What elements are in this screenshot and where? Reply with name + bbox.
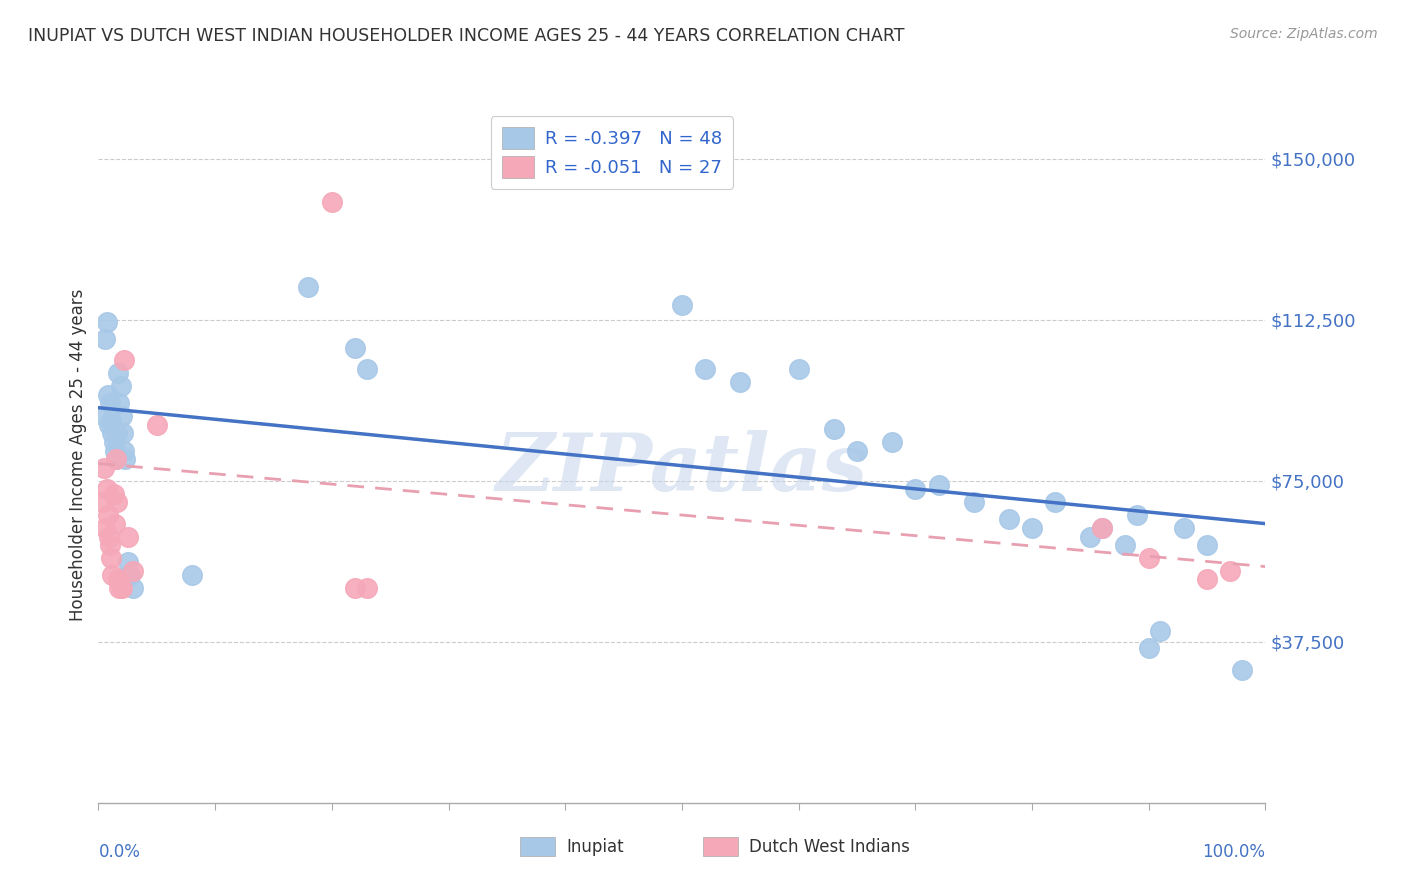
Point <box>107 367 129 381</box>
Point <box>1126 508 1149 522</box>
Text: Inupiat: Inupiat <box>567 838 624 855</box>
Text: 0.0%: 0.0% <box>98 843 141 861</box>
Point <box>1230 663 1253 677</box>
Point <box>1219 564 1241 578</box>
Point <box>97 417 120 432</box>
Point <box>1137 551 1160 566</box>
Point <box>122 581 145 595</box>
Point <box>98 538 121 552</box>
Text: INUPIAT VS DUTCH WEST INDIAN HOUSEHOLDER INCOME AGES 25 - 44 YEARS CORRELATION C: INUPIAT VS DUTCH WEST INDIAN HOUSEHOLDER… <box>28 27 904 45</box>
Point <box>117 529 139 543</box>
Point <box>695 362 717 376</box>
Text: ZIPatlas: ZIPatlas <box>496 430 868 508</box>
Point <box>111 581 134 595</box>
Point <box>104 443 127 458</box>
Point <box>122 564 145 578</box>
Point <box>297 280 319 294</box>
Point <box>96 315 118 329</box>
Point <box>104 452 127 467</box>
Point <box>823 422 845 436</box>
Point <box>108 581 131 595</box>
Point <box>904 483 927 497</box>
Legend: R = -0.397   N = 48, R = -0.051   N = 27: R = -0.397 N = 48, R = -0.051 N = 27 <box>491 116 733 189</box>
Point <box>845 443 868 458</box>
Point <box>103 435 125 450</box>
Point <box>105 495 128 509</box>
Point <box>101 426 124 441</box>
Point <box>96 483 118 497</box>
Point <box>1045 495 1067 509</box>
Point <box>97 508 120 522</box>
Point <box>997 512 1019 526</box>
Point <box>108 396 131 410</box>
Point <box>114 452 136 467</box>
Point <box>146 417 169 432</box>
Point <box>100 551 122 566</box>
Point <box>1195 573 1218 587</box>
Point <box>112 443 135 458</box>
Point <box>1091 521 1114 535</box>
Point <box>94 521 117 535</box>
Point <box>94 332 117 346</box>
Point <box>1149 624 1171 638</box>
Point <box>112 353 135 368</box>
Point <box>91 495 114 509</box>
Point <box>730 375 752 389</box>
Point <box>1114 538 1136 552</box>
Text: 100.0%: 100.0% <box>1202 843 1265 861</box>
Point <box>962 495 984 509</box>
Point <box>111 426 134 441</box>
Point <box>1080 529 1102 543</box>
Point <box>100 413 122 427</box>
Y-axis label: Householder Income Ages 25 - 44 years: Householder Income Ages 25 - 44 years <box>69 289 87 621</box>
Point <box>93 460 115 475</box>
Point <box>928 478 950 492</box>
Point <box>1091 521 1114 535</box>
Point <box>356 362 378 376</box>
Point <box>787 362 810 376</box>
Point <box>117 555 139 569</box>
Point <box>105 426 128 441</box>
Point <box>110 379 132 393</box>
Point <box>321 194 343 209</box>
Point <box>356 581 378 595</box>
Text: Source: ZipAtlas.com: Source: ZipAtlas.com <box>1230 27 1378 41</box>
Point <box>1195 538 1218 552</box>
Point <box>1173 521 1195 535</box>
Point <box>111 409 134 424</box>
Point <box>1021 521 1043 535</box>
Point <box>93 409 115 424</box>
Point <box>97 388 120 402</box>
Point <box>104 452 127 467</box>
Point <box>101 568 124 582</box>
Point <box>880 435 903 450</box>
Point <box>344 341 367 355</box>
Point <box>118 568 141 582</box>
Point <box>180 568 202 582</box>
Point <box>104 516 127 531</box>
Point <box>97 529 120 543</box>
Text: Dutch West Indians: Dutch West Indians <box>749 838 910 855</box>
Point <box>103 486 125 500</box>
Point <box>1137 641 1160 656</box>
Point <box>344 581 367 595</box>
Point <box>107 573 129 587</box>
Point <box>98 396 121 410</box>
Point <box>671 297 693 311</box>
